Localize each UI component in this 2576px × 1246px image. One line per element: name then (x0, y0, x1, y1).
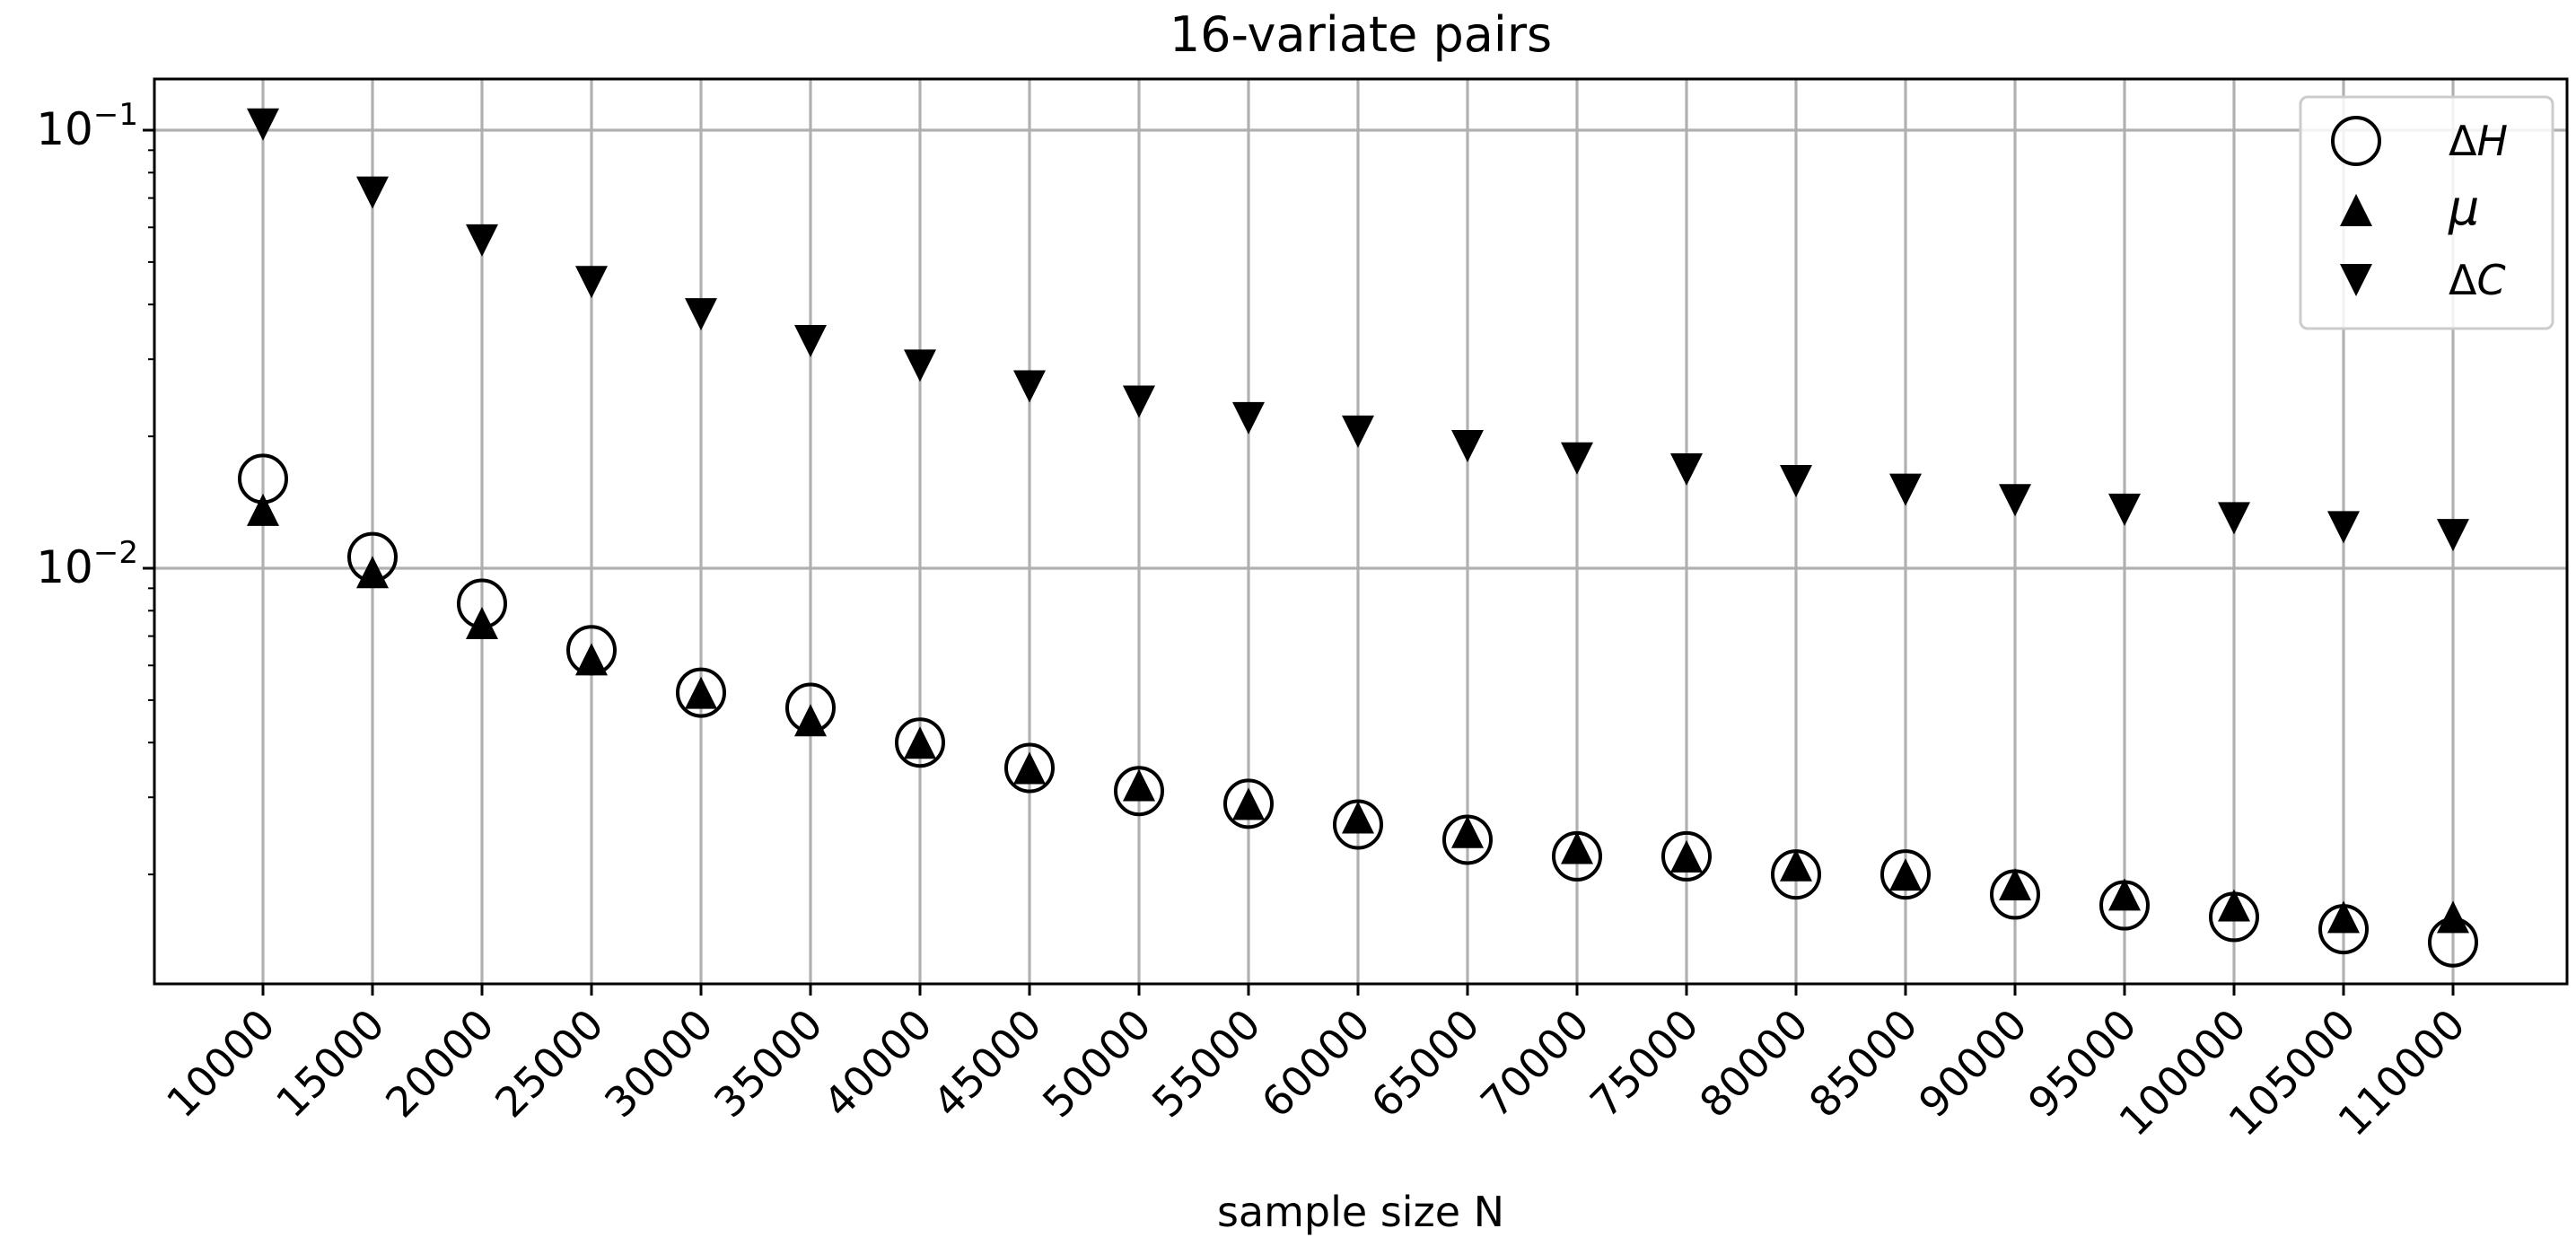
mu-point (1232, 787, 1265, 820)
mu-point (1889, 858, 1922, 891)
mu-point (685, 676, 717, 709)
chart-title: 16-variate pairs (1170, 6, 1552, 63)
mu-point (904, 726, 936, 759)
delta-c-point (356, 176, 389, 209)
legend-entry-mu: μ (2448, 180, 2479, 236)
delta-c-point (1780, 465, 1812, 498)
mu-point (1123, 768, 1155, 802)
x-tick-label: 15000 (267, 1000, 394, 1128)
delta-c-point (247, 108, 279, 141)
data-marks (238, 108, 2478, 968)
delta-c-point (2437, 519, 2469, 552)
x-tick-label: 35000 (705, 1000, 832, 1128)
delta-c-point (2327, 511, 2360, 544)
mu-point (2218, 889, 2250, 922)
y-tick-label: 10−1 (36, 97, 138, 155)
mu-point (1670, 839, 1703, 873)
delta-c-point (466, 224, 498, 257)
x-tick-label: 65000 (1362, 1000, 1489, 1128)
mu-point (247, 493, 279, 526)
delta-c-point (1013, 370, 1046, 403)
delta-h-point (676, 667, 726, 718)
y-tick-label: 10−2 (36, 535, 138, 593)
x-tick-label: 25000 (486, 1000, 613, 1128)
x-tick-label: 50000 (1033, 1000, 1161, 1128)
delta-c-point (794, 324, 827, 357)
delta-c-point (1451, 429, 1484, 462)
mu-point (1999, 867, 2031, 900)
x-tick-label: 70000 (1471, 1000, 1599, 1128)
delta-c-point (575, 266, 608, 299)
legend-entry-delta-c: ΔC (2449, 256, 2506, 304)
delta-c-point (1999, 484, 2031, 517)
delta-h-point (1004, 742, 1055, 794)
legend-marker (2340, 264, 2372, 296)
delta-h-point (895, 717, 945, 768)
plot-frame (153, 77, 2569, 986)
x-tick-label: 20000 (376, 1000, 504, 1128)
x-tick-label: 90000 (1909, 1000, 2037, 1128)
delta-c-point (2218, 502, 2250, 535)
delta-c-point (685, 298, 717, 331)
x-tick-label: 45000 (924, 1000, 1051, 1128)
legend: ΔH μ ΔC (2299, 95, 2554, 330)
delta-c-point (1232, 401, 1265, 434)
x-axis-label: sample size N (1217, 1188, 1504, 1236)
delta-h-point (1333, 799, 1383, 850)
mu-point (794, 704, 827, 737)
delta-c-point (1670, 453, 1703, 487)
legend-entry-delta-h: ΔH (2449, 117, 2508, 165)
mu-point (2108, 878, 2141, 911)
delta-c-point (1889, 473, 1922, 506)
mu-point (466, 606, 498, 639)
x-tick-label: 30000 (595, 1000, 723, 1128)
mu-point (2437, 900, 2469, 934)
mu-point (1780, 848, 1812, 882)
delta-h-point (1880, 849, 1931, 900)
x-tick-label: 40000 (814, 1000, 942, 1128)
x-tick-label: 80000 (1690, 1000, 1818, 1128)
mu-point (356, 556, 389, 589)
delta-c-point (1561, 442, 1593, 475)
mu-point (2327, 900, 2360, 934)
mu-point (1451, 815, 1484, 848)
x-tick-label: 55000 (1143, 1000, 1270, 1128)
delta-c-point (1123, 385, 1155, 418)
delta-c-point (2108, 493, 2141, 526)
legend-marker (2340, 194, 2372, 226)
delta-h-point (1661, 830, 1712, 882)
x-tick-label: 75000 (1581, 1000, 1708, 1128)
x-axis-ticks: 1000015000200002500030000350004000045000… (157, 984, 2475, 1145)
mu-point (1013, 751, 1046, 785)
mu-point (1342, 801, 1374, 834)
mu-point (1561, 831, 1593, 864)
x-tick-label: 60000 (1252, 1000, 1380, 1128)
delta-h-point (1223, 778, 1274, 829)
delta-c-point (1342, 415, 1374, 448)
legend-box (2299, 95, 2554, 330)
legend-marker (2331, 116, 2381, 166)
x-tick-label: 10000 (157, 1000, 285, 1128)
delta-h-point (1114, 766, 1164, 817)
delta-c-point (904, 349, 936, 382)
mu-point (575, 643, 608, 676)
x-tick-label: 85000 (1800, 1000, 1927, 1128)
y-axis-ticks: 10−1 10−2 (36, 97, 154, 593)
